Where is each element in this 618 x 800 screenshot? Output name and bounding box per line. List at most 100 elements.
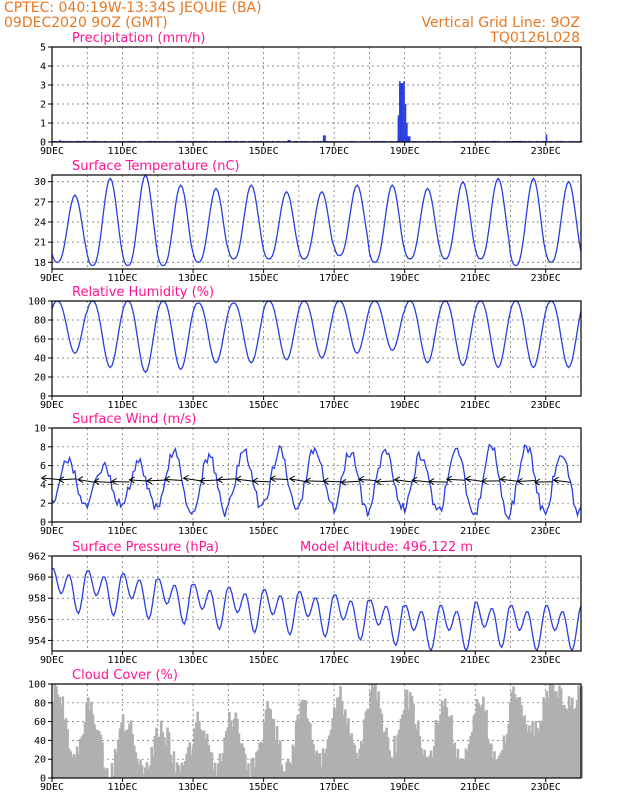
cloud-bar xyxy=(342,714,346,778)
cloud-bar xyxy=(550,684,553,778)
cloud-bar xyxy=(224,731,228,778)
cloud-bar xyxy=(102,767,106,778)
cloud-bar xyxy=(443,698,447,778)
cloud-bar xyxy=(401,714,404,778)
cloud-bar xyxy=(134,752,138,778)
cloud-bar xyxy=(501,750,504,778)
cloud-ytick-label: 60 xyxy=(34,717,46,728)
cloud-bar xyxy=(572,709,576,778)
cloud-bar xyxy=(264,709,268,778)
cloud-bar xyxy=(329,729,333,778)
cloud-bar xyxy=(380,713,384,778)
cloud-bar xyxy=(324,748,328,778)
cloud-bar xyxy=(318,752,322,778)
wind-ytick-label: 6 xyxy=(40,461,46,472)
cloud-bar xyxy=(229,720,233,778)
cloud-bar xyxy=(521,717,525,778)
wind-arrow xyxy=(358,478,377,482)
cloud-bar xyxy=(496,759,499,778)
pressure-panel: 954 956 958 960 962 9DEC 11DEC 13DEC 15DEC 17DEC 1… xyxy=(28,540,582,666)
wind-series-line xyxy=(51,443,582,521)
wind-arrow xyxy=(446,478,465,481)
cloud-bar xyxy=(364,711,368,778)
cloud-bar xyxy=(115,752,119,778)
cloud-bar xyxy=(221,753,225,778)
cloud-bar xyxy=(61,696,65,778)
cloud-bar xyxy=(207,745,211,778)
cloud-bar xyxy=(256,750,260,778)
cloud-bar xyxy=(193,728,196,778)
cloud-bar xyxy=(117,740,120,778)
cloud-xtick-label: 13DEC xyxy=(178,782,208,793)
cloud-bar xyxy=(159,720,163,778)
temp-ytick-label: 30 xyxy=(34,177,46,188)
cloud-bar xyxy=(290,764,293,778)
cloud-bar xyxy=(394,752,398,778)
cloud-bar xyxy=(261,743,265,778)
cloud-bar xyxy=(191,746,195,778)
header-date: 09DEC2020 9OZ (GMT) xyxy=(4,15,168,31)
cloud-bar xyxy=(244,753,247,778)
pressure-ytick-label: 954 xyxy=(28,636,46,647)
wind-arrow xyxy=(183,477,201,482)
wind-arrow xyxy=(217,478,236,481)
cloud-bar xyxy=(80,736,84,778)
cloud-bar xyxy=(52,701,55,778)
cloud-bar xyxy=(442,706,446,778)
precip-bar xyxy=(59,140,61,142)
cloud-bar xyxy=(274,739,277,778)
cloud-bar xyxy=(431,757,434,778)
cloud-bar xyxy=(171,762,174,778)
cloud-bar xyxy=(155,727,158,778)
cloud-bar xyxy=(448,716,452,778)
cloud-bar xyxy=(151,756,155,778)
cloud-bar xyxy=(301,699,304,778)
cloud-bar xyxy=(339,686,342,778)
cloud-bar xyxy=(188,742,192,778)
cloud-bar xyxy=(570,697,574,778)
cloud-bar xyxy=(331,718,334,778)
cloud-bar xyxy=(125,730,128,778)
pressure-xtick-label: 13DEC xyxy=(178,655,208,666)
cloud-bar xyxy=(223,737,226,778)
cloud-bar xyxy=(367,708,371,778)
temp-title: Surface Temperature (nC) xyxy=(72,159,240,174)
wind-arrowhead xyxy=(40,474,47,482)
precip-xtick-label: 19DEC xyxy=(390,146,420,157)
cloud-bar xyxy=(440,700,444,778)
pressure-ytick-label: 956 xyxy=(28,615,46,626)
cloud-bar xyxy=(432,746,436,778)
temp-xtick-label: 17DEC xyxy=(319,273,349,284)
wind-arrowhead xyxy=(110,478,117,485)
cloud-bar xyxy=(283,771,287,778)
cloud-bar xyxy=(445,707,449,778)
cloud-bar xyxy=(291,744,295,778)
temp-ytick-label: 24 xyxy=(34,218,46,229)
cloud-bar xyxy=(563,704,566,778)
rh-frame xyxy=(51,300,582,397)
wind-title: Surface Wind (m/s) xyxy=(72,412,196,427)
cloud-bar xyxy=(305,717,309,778)
cloud-bar xyxy=(280,764,284,778)
cloud-bar xyxy=(83,721,87,778)
cloud-bar xyxy=(453,742,457,778)
wind-ytick-label: 8 xyxy=(40,442,46,453)
cloud-bar xyxy=(66,729,69,778)
wind-arrowhead xyxy=(357,475,365,483)
cloud-bar xyxy=(190,754,193,778)
cloud-bar xyxy=(374,684,377,778)
cloud-bar xyxy=(464,748,468,778)
cloud-bar xyxy=(361,744,365,778)
cloud-bar xyxy=(59,705,63,778)
cloud-bar xyxy=(485,709,488,778)
wind-arrowhead xyxy=(235,475,242,483)
cloud-bar xyxy=(413,723,417,778)
cloud-bar xyxy=(353,745,357,778)
temp-panel: 18 21 24 27 30 9DEC 11DEC 13DEC 15DEC 17DEC 19DEC 2… xyxy=(34,159,582,284)
cloud-bar xyxy=(370,684,374,778)
cloud-bar xyxy=(242,747,246,778)
cloud-bar xyxy=(409,692,412,778)
cloud-bar xyxy=(120,722,123,778)
wind-arrow xyxy=(465,478,483,482)
